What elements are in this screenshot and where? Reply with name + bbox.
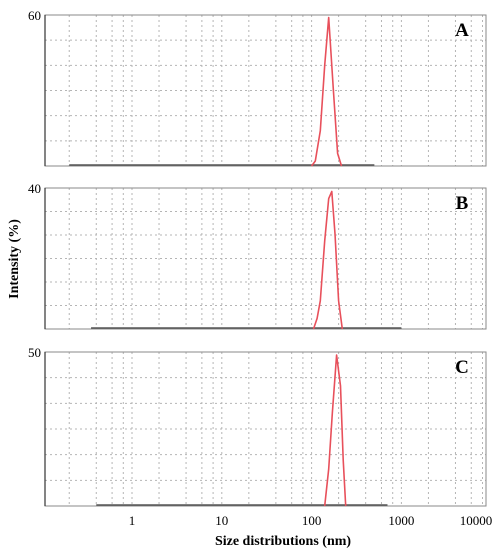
x-tick-label: 10 bbox=[215, 513, 228, 528]
y-max-label: 60 bbox=[28, 8, 41, 23]
grid bbox=[45, 352, 486, 506]
y-max-label: 50 bbox=[28, 345, 41, 360]
size-distribution-curve bbox=[323, 354, 347, 507]
panel-a: 60 A bbox=[28, 8, 487, 167]
size-distribution-curve bbox=[312, 190, 344, 330]
size-distribution-curve bbox=[310, 16, 343, 167]
x-tick-label: 1000 bbox=[388, 513, 414, 528]
y-axis-title: Intensity (%) bbox=[7, 219, 22, 299]
x-tick-label: 100 bbox=[302, 513, 322, 528]
panel-b: 40 B bbox=[28, 181, 487, 330]
x-tick-label: 10000 bbox=[460, 513, 493, 528]
x-axis-title: Size distributions (nm) bbox=[215, 534, 351, 549]
panel-letter: C bbox=[455, 357, 469, 378]
y-max-label: 40 bbox=[28, 181, 41, 196]
panel-letter: A bbox=[455, 20, 469, 41]
x-tick-label: 1 bbox=[129, 513, 136, 528]
panel-c: 50 C bbox=[28, 345, 487, 507]
grid bbox=[45, 15, 486, 166]
panel-letter: B bbox=[456, 193, 469, 214]
x-tick-labels: 1 10 100 1000 10000 bbox=[129, 513, 493, 528]
grid bbox=[45, 188, 486, 329]
